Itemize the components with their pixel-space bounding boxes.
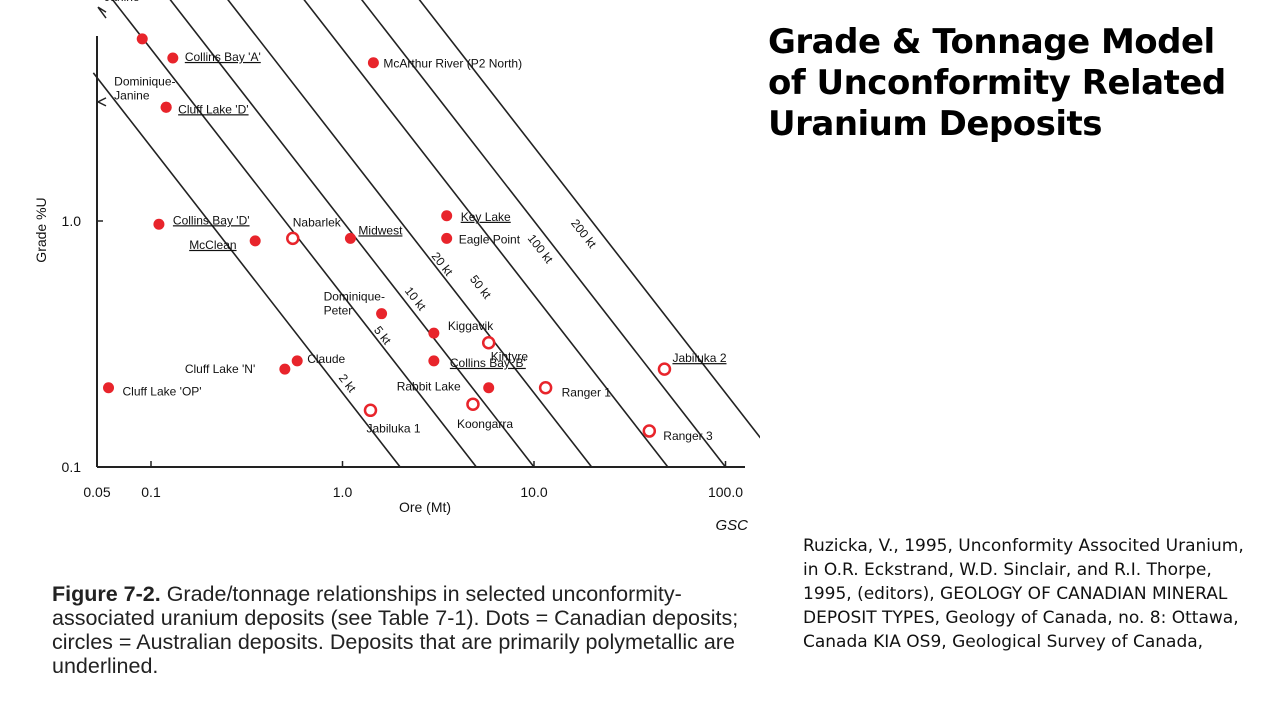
point-collins-bay-a-label: Collins Bay 'A' [185, 50, 261, 64]
point-eagle-point-label: Eagle Point [459, 232, 521, 246]
tonnage-line-10-kt [169, 0, 535, 468]
point-ranger-3-circle [642, 424, 657, 438]
point-key-lake-label: Key Lake [461, 210, 511, 224]
point-collins-bay-d-label: Collins Bay 'D' [173, 213, 250, 227]
point-cluff-lake-op-dot [103, 382, 115, 394]
point-ranger-1-label: Ranger 1 [562, 386, 612, 400]
point-dominique-peter-label: Dominique-Peter [324, 290, 385, 318]
point-kintyre-label: Kintyre [491, 350, 529, 364]
point-mcclean-label: McClean [189, 238, 236, 252]
point-kiggavik-dot [428, 327, 440, 339]
tonnage-line-100-kt [360, 0, 727, 468]
tonnage-line-50-kt [303, 0, 669, 468]
tonnage-line-label: 100 kt [525, 232, 557, 267]
slide-title: Grade & Tonnage Model of Unconformity Re… [768, 22, 1226, 144]
y-axis-label: Grade %U [33, 197, 49, 262]
point-kiggavik-label: Kiggavik [448, 319, 494, 333]
point-kintyre-circle [481, 335, 496, 350]
point-collins-bay-b-dot [428, 355, 440, 367]
point-south-dominique-janine-label: South Dominique-Janine [104, 0, 200, 4]
tonnage-line-label: 200 kt [568, 216, 600, 251]
point-eagle-point-dot [441, 232, 453, 244]
point-cluff-lake-d-dot [160, 101, 172, 113]
point-ranger-3-label: Ranger 3 [663, 429, 713, 443]
point-dominique-peter-dot [376, 308, 388, 320]
point-claude-dot [291, 355, 303, 367]
point-midwest-dot [344, 232, 356, 244]
x-tick-label: 100.0 [708, 484, 743, 500]
tonnage-line-20-kt [227, 0, 593, 468]
point-ranger-1-circle [538, 380, 553, 395]
point-cluff-lake-n-dot [279, 363, 291, 375]
arrow-south-dominique [97, 6, 107, 19]
source-tag: GSC [715, 517, 748, 534]
chart: 2 kt 5 kt 10 kt 20 kt 50 kt 100 kt 200 kt 0.05 0… [0, 0, 760, 560]
point-cluff-lake-n-label: Cluff Lake 'N' [185, 362, 255, 376]
point-claude-label: Claude [307, 352, 345, 366]
point-dominique-janine-label: Dominique-Janine [114, 74, 175, 102]
point-koongarra-label: Koongarra [457, 417, 513, 431]
point-mcarthur-river-p2-north-label: McArthur River (P2 North) [383, 57, 522, 71]
tonnage-line-label: 2 kt [336, 371, 359, 395]
tonnage-line-label: 5 kt [371, 323, 394, 347]
point-nabarlek-label: Nabarlek [293, 215, 342, 229]
point-mcarthur-river-p2-north-dot [367, 57, 379, 69]
figure-caption: Figure 7-2. Grade/tonnage relationships … [52, 582, 762, 678]
point-koongarra-circle [466, 397, 480, 411]
point-collins-bay-a-dot [167, 52, 179, 64]
arrow-dominique-janine [96, 97, 107, 107]
tonnage-line-label: 50 kt [467, 272, 494, 302]
reference-citation: Ruzicka, V., 1995, Unconformity Associte… [803, 536, 1244, 652]
point-collins-bay-d-dot [153, 218, 165, 230]
point-rabbit-lake-label: Rabbit Lake [397, 380, 461, 394]
point-jabiluka-2-label: Jabiluka 2 [672, 351, 726, 365]
point-key-lake-dot [441, 210, 453, 222]
x-tick-label: 1.0 [333, 484, 353, 500]
point-jabiluka-1-circle [363, 403, 378, 418]
point-midwest-label: Midwest [358, 223, 403, 237]
x-tick-label: 10.0 [520, 484, 547, 500]
tonnage-line-label: 10 kt [402, 284, 429, 314]
point-mcclean-dot [249, 235, 261, 247]
x-axis-label: Ore (Mt) [399, 499, 451, 515]
x-tick-label: 0.05 [83, 484, 110, 500]
figure-caption-text: Grade/tonnage relationships in selected … [52, 582, 739, 678]
point-nabarlek-circle [286, 231, 300, 246]
figure-caption-label: Figure 7-2. [52, 582, 161, 606]
point-collins-bay-b-label: Collins Bay 'B' [450, 356, 526, 370]
point-jabiluka-1-label: Jabiluka 1 [366, 421, 420, 435]
tonnage-line-200-kt [418, 0, 760, 439]
point-cluff-lake-d-label: Cluff Lake 'D' [178, 102, 248, 116]
tonnage-line-5-kt [111, 0, 477, 468]
point-cluff-lake-op-label: Cluff Lake 'OP' [123, 385, 202, 399]
tonnage-line-2-kt [92, 72, 401, 468]
point-jabiluka-2-circle [657, 362, 672, 376]
x-tick-label: 0.1 [141, 484, 161, 500]
y-tick-label: 0.1 [62, 459, 82, 475]
point-south-dominique-janine-dot [136, 33, 148, 45]
point-rabbit-lake-dot [483, 382, 495, 394]
y-tick-label: 1.0 [62, 213, 82, 229]
